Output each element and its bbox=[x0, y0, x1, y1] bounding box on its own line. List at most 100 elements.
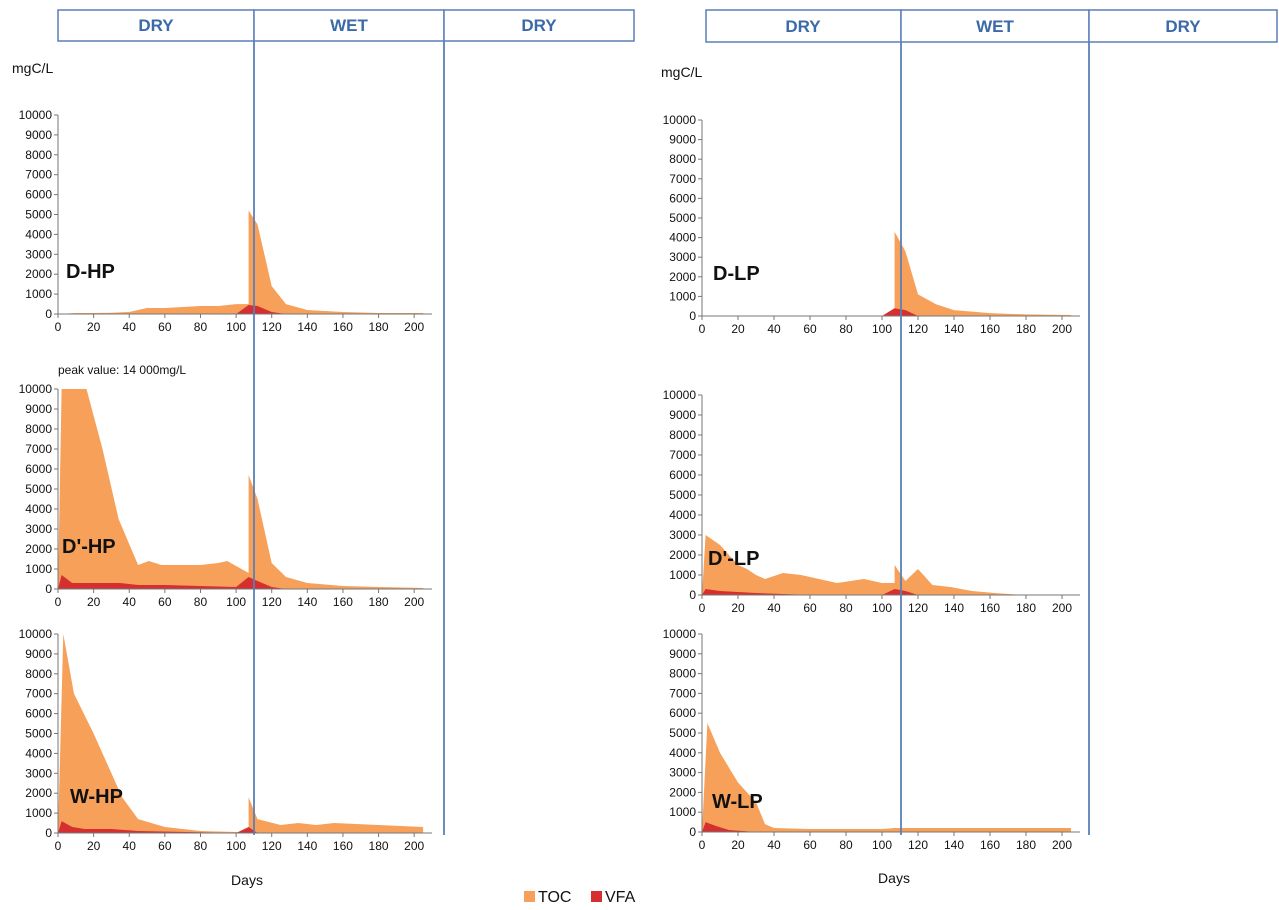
y-tick-label: 9000 bbox=[25, 647, 52, 661]
x-tick-label: 160 bbox=[333, 839, 353, 853]
y-tick-label: 4000 bbox=[669, 231, 696, 245]
x-axis-title-right: Days bbox=[878, 870, 910, 886]
chart-panel-3: 0100020003000400050006000700080009000100… bbox=[663, 113, 1080, 336]
x-tick-label: 140 bbox=[944, 322, 964, 336]
panel-label: W-HP bbox=[70, 786, 123, 808]
series-area-toc bbox=[58, 389, 424, 589]
y-tick-label: 8000 bbox=[25, 667, 52, 681]
y-tick-label: 4000 bbox=[25, 746, 52, 760]
phase-label-right-wet: WET bbox=[976, 17, 1014, 36]
x-tick-label: 200 bbox=[1052, 601, 1072, 615]
y-tick-label: 2000 bbox=[25, 542, 52, 556]
y-tick-label: 5000 bbox=[25, 727, 52, 741]
x-tick-label: 120 bbox=[262, 839, 282, 853]
x-tick-label: 140 bbox=[297, 839, 317, 853]
x-tick-label: 60 bbox=[158, 839, 172, 853]
x-tick-label: 60 bbox=[158, 595, 172, 609]
x-tick-label: 200 bbox=[1052, 322, 1072, 336]
y-tick-label: 3000 bbox=[25, 766, 52, 780]
x-tick-label: 100 bbox=[226, 320, 246, 334]
x-tick-label: 20 bbox=[731, 601, 745, 615]
x-axis-title-left: Days bbox=[231, 872, 263, 888]
x-tick-label: 160 bbox=[333, 595, 353, 609]
x-tick-label: 120 bbox=[262, 320, 282, 334]
y-tick-label: 10000 bbox=[663, 388, 697, 402]
y-tick-label: 3000 bbox=[25, 247, 52, 261]
y-tick-label: 2000 bbox=[669, 785, 696, 799]
x-tick-label: 0 bbox=[699, 838, 706, 852]
phase-box-right-dry2 bbox=[1088, 9, 1278, 43]
x-tick-label: 140 bbox=[944, 601, 964, 615]
series-area-vfa bbox=[58, 575, 424, 589]
y-tick-label: 6000 bbox=[25, 707, 52, 721]
phase-header-right: DRY WET DRY bbox=[705, 9, 1278, 43]
x-tick-label: 0 bbox=[55, 320, 62, 334]
phase-box-left-dry2 bbox=[443, 9, 635, 42]
phase-label-right-dry2: DRY bbox=[1165, 17, 1201, 36]
y-tick-label: 3000 bbox=[669, 250, 696, 264]
y-tick-label: 2000 bbox=[25, 267, 52, 281]
x-tick-label: 0 bbox=[55, 595, 62, 609]
y-tick-label: 9000 bbox=[669, 647, 696, 661]
y-tick-label: 3000 bbox=[669, 528, 696, 542]
y-tick-label: 8000 bbox=[669, 152, 696, 166]
y-tick-label: 4000 bbox=[25, 502, 52, 516]
legend-label-toc: TOC bbox=[538, 889, 571, 906]
chart-panel-0: 0100020003000400050006000700080009000100… bbox=[19, 108, 432, 334]
y-tick-label: 8000 bbox=[669, 428, 696, 442]
y-tick-label: 2000 bbox=[669, 548, 696, 562]
y-tick-label: 0 bbox=[689, 825, 696, 839]
chart-panels: 0100020003000400050006000700080009000100… bbox=[19, 108, 1080, 853]
x-tick-label: 100 bbox=[226, 839, 246, 853]
chart-panel-2: 0100020003000400050006000700080009000100… bbox=[19, 627, 432, 853]
y-tick-label: 1000 bbox=[25, 562, 52, 576]
y-tick-label: 9000 bbox=[669, 408, 696, 422]
y-tick-label: 10000 bbox=[663, 113, 697, 127]
unit-label-left: mgC/L bbox=[12, 60, 53, 76]
phase-box-left-wet bbox=[253, 9, 445, 42]
chart-panel-1: 0100020003000400050006000700080009000100… bbox=[19, 382, 432, 609]
x-tick-label: 120 bbox=[908, 601, 928, 615]
series-area-toc bbox=[702, 723, 1071, 832]
x-tick-label: 140 bbox=[297, 320, 317, 334]
x-tick-label: 160 bbox=[980, 322, 1000, 336]
y-tick-label: 8000 bbox=[25, 422, 52, 436]
x-tick-label: 180 bbox=[369, 595, 389, 609]
x-tick-label: 60 bbox=[803, 601, 817, 615]
x-tick-label: 100 bbox=[872, 322, 892, 336]
x-tick-label: 80 bbox=[194, 595, 208, 609]
x-tick-label: 180 bbox=[1016, 601, 1036, 615]
x-tick-label: 80 bbox=[839, 601, 853, 615]
phase-header-left: DRY WET DRY bbox=[57, 9, 635, 42]
x-tick-label: 120 bbox=[908, 322, 928, 336]
phase-dividers bbox=[253, 41, 1090, 835]
x-tick-label: 120 bbox=[262, 595, 282, 609]
x-tick-label: 60 bbox=[158, 320, 172, 334]
x-tick-label: 180 bbox=[369, 320, 389, 334]
y-tick-label: 7000 bbox=[25, 442, 52, 456]
x-tick-label: 40 bbox=[767, 601, 781, 615]
y-tick-label: 9000 bbox=[669, 133, 696, 147]
y-tick-label: 1000 bbox=[669, 289, 696, 303]
y-tick-label: 1000 bbox=[25, 806, 52, 820]
x-tick-label: 60 bbox=[803, 838, 817, 852]
x-tick-label: 0 bbox=[55, 839, 62, 853]
x-tick-label: 160 bbox=[980, 838, 1000, 852]
phase-box-right-wet bbox=[900, 9, 1090, 43]
x-tick-label: 100 bbox=[872, 838, 892, 852]
y-tick-label: 6000 bbox=[669, 468, 696, 482]
y-tick-label: 3000 bbox=[669, 766, 696, 780]
x-tick-label: 140 bbox=[944, 838, 964, 852]
y-tick-label: 0 bbox=[45, 826, 52, 840]
panel-label: D-HP bbox=[66, 261, 115, 283]
x-tick-label: 100 bbox=[872, 601, 892, 615]
x-tick-label: 180 bbox=[1016, 322, 1036, 336]
y-tick-label: 5000 bbox=[25, 208, 52, 222]
x-tick-label: 80 bbox=[839, 322, 853, 336]
legend: TOC VFA bbox=[524, 889, 636, 906]
x-tick-label: 160 bbox=[980, 601, 1000, 615]
y-tick-label: 6000 bbox=[25, 188, 52, 202]
y-tick-label: 6000 bbox=[669, 706, 696, 720]
y-tick-label: 8000 bbox=[669, 667, 696, 681]
